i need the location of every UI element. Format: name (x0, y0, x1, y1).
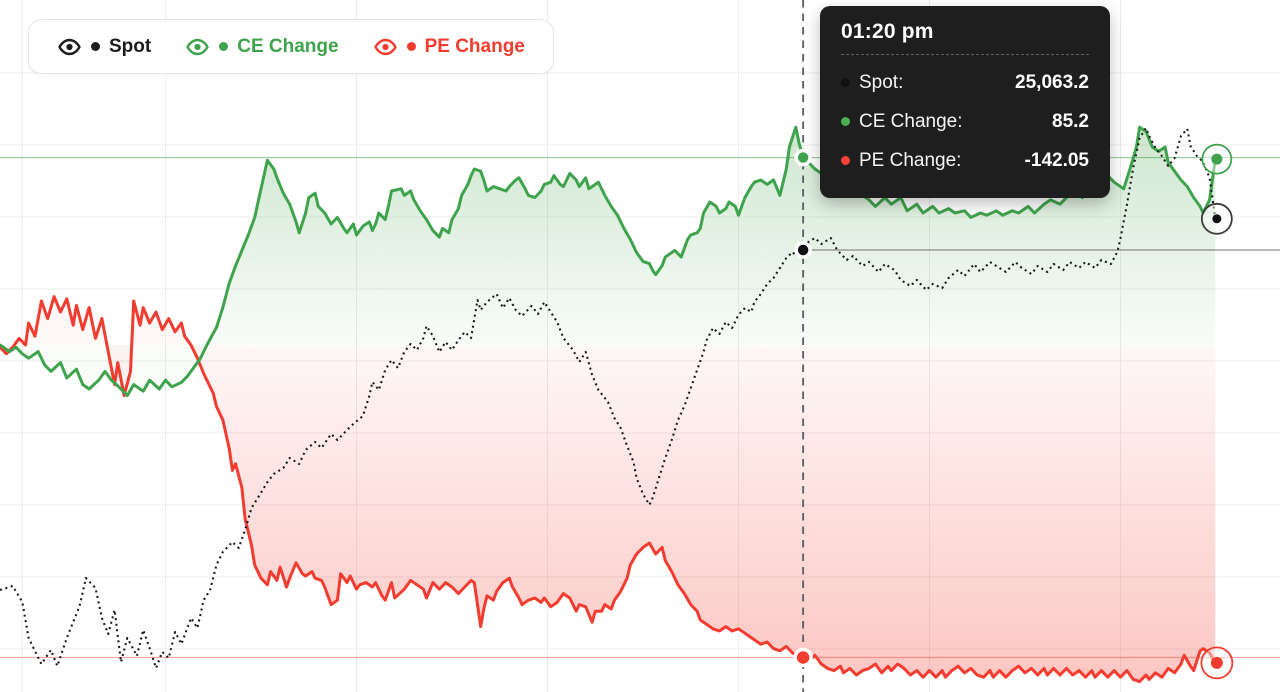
visibility-eye-icon (373, 38, 397, 55)
pe-series-dot (406, 42, 416, 51)
legend-label-ce-change: CE Change (237, 35, 339, 57)
tooltip-divider (841, 54, 1089, 55)
tooltip-value-spot: 25,063.2 (1015, 71, 1089, 93)
tooltip-time: 01:20 pm (841, 20, 934, 43)
ce-series-dot (841, 117, 850, 126)
tooltip-row-spot: Spot: 25,063.2 (841, 63, 1089, 102)
tooltip-row-ce-change: CE Change: 85.2 (841, 102, 1089, 141)
legend-item-spot[interactable]: Spot (57, 36, 151, 58)
chart-legend: Spot CE Change PE Change (28, 19, 554, 74)
legend-item-ce-change[interactable]: CE Change (185, 35, 339, 58)
legend-item-pe-change[interactable]: PE Change (373, 36, 525, 58)
hover-tooltip: 01:20 pm Spot: 25,063.2 CE Change: 85.2 … (820, 6, 1110, 198)
legend-label-spot: Spot (109, 35, 152, 57)
tooltip-label-pe-change: PE Change: (859, 149, 962, 171)
tooltip-row-pe-change: PE Change: -142.05 (841, 141, 1089, 180)
visibility-eye-icon (58, 38, 81, 55)
pe-series-dot (841, 156, 850, 165)
tooltip-label-ce-change: CE Change: (859, 110, 963, 132)
legend-label-pe-change: PE Change (424, 35, 525, 57)
spot-series-dot (841, 78, 850, 87)
ce-series-dot (219, 42, 229, 51)
tooltip-label-spot: Spot: (859, 71, 904, 93)
spot-series-dot (91, 42, 100, 51)
tooltip-value-ce-change: 85.2 (1052, 110, 1089, 132)
tooltip-value-pe-change: -142.05 (1024, 149, 1089, 171)
visibility-eye-icon (186, 38, 210, 55)
